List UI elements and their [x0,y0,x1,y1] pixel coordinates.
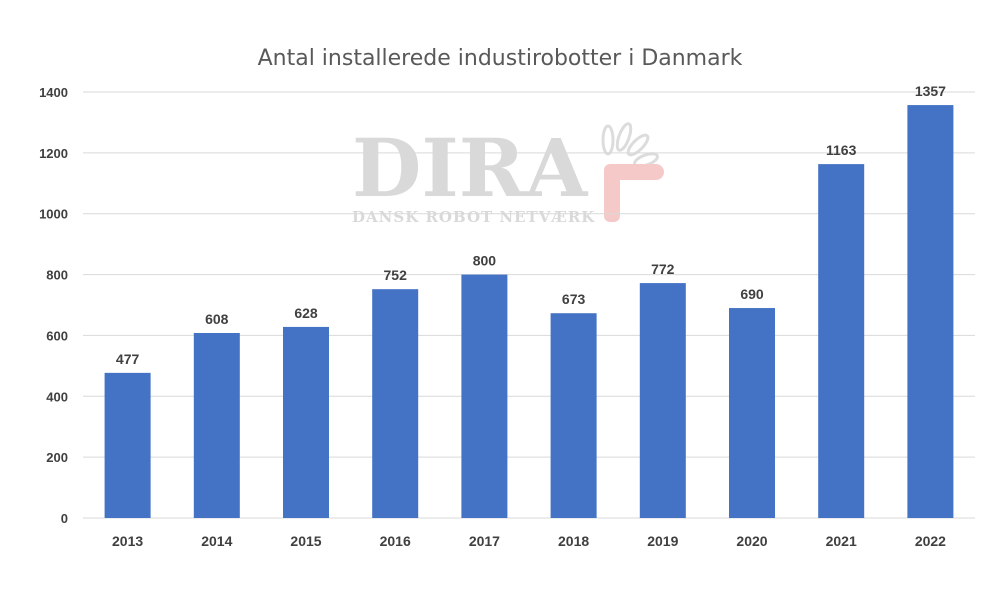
bar-2021 [818,164,865,518]
y-tick-label: 1200 [39,146,68,161]
data-label-2014: 608 [205,311,229,327]
bar-2013 [104,372,151,518]
y-tick-label: 0 [61,511,68,526]
x-tick-label-2015: 2015 [290,533,321,549]
data-label-2022: 1357 [915,83,946,99]
y-tick-label: 600 [46,328,68,343]
data-label-2017: 800 [473,253,497,269]
y-tick-label: 200 [46,450,68,465]
bars: 477 608 628 752 800 673 772 690 1163 1357 [104,83,954,518]
bar-2014 [193,332,240,518]
hand-petals-icon [601,122,664,222]
x-tick-label-2016: 2016 [380,533,411,549]
bar-2016 [372,289,419,518]
bar-2020 [729,308,775,518]
x-axis: 2013 2014 2015 2016 2017 2018 2019 2020 2021 2022 [112,533,946,549]
y-axis: 0 200 400 600 800 1000 1200 1400 [39,85,68,526]
data-label-2013: 477 [116,351,140,367]
data-label-2015: 628 [294,305,318,321]
bar-2015 [283,326,329,518]
bar-2019 [639,283,686,518]
y-tick-label: 1000 [39,207,68,222]
x-tick-label-2019: 2019 [647,533,678,549]
data-label-2016: 752 [384,267,408,283]
data-label-2021: 1163 [826,142,857,158]
x-tick-label-2018: 2018 [558,533,589,549]
bar-2018 [550,313,597,518]
watermark-logo-text: DIRA [352,121,588,215]
chart-title: Antal installerede industirobotter i Dan… [257,46,743,71]
data-label-2018: 673 [562,291,586,307]
data-label-2019: 772 [651,261,675,277]
watermark-tagline: DANSK ROBOT NETVÆRK [352,208,595,226]
dira-watermark: DIRA DANSK ROBOT NETVÆRK [352,121,664,226]
bar-2017 [461,274,508,518]
bar-2022 [907,105,954,518]
x-tick-label-2021: 2021 [826,533,857,549]
y-tick-label: 800 [46,268,68,283]
data-label-2020: 690 [740,286,764,302]
x-tick-label-2014: 2014 [201,533,232,549]
x-tick-label-2017: 2017 [469,533,500,549]
x-tick-label-2022: 2022 [915,533,946,549]
x-tick-label-2013: 2013 [112,533,143,549]
y-tick-label: 400 [46,389,68,404]
x-tick-label-2020: 2020 [736,533,767,549]
y-tick-label: 1400 [39,85,68,100]
